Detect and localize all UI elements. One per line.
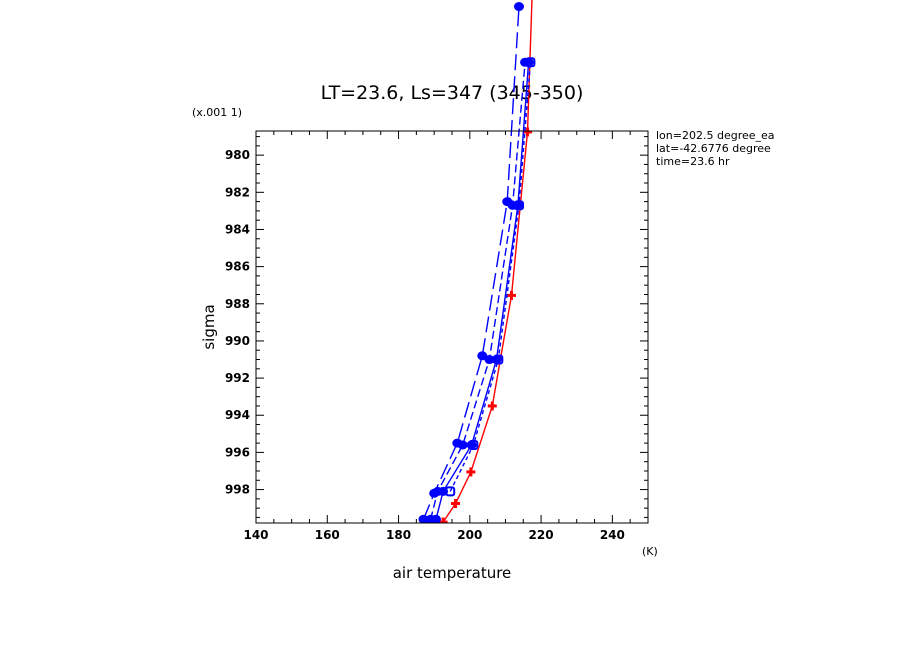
x-tick-label: 200	[457, 528, 482, 542]
plot-frame	[255, 130, 649, 524]
y-tick-label: 982	[225, 185, 250, 199]
x-unit-label: (K)	[642, 545, 658, 558]
data-point	[487, 401, 497, 411]
data-point	[468, 439, 479, 450]
y-tick-label: 980	[225, 148, 250, 162]
y-tick-label: 990	[225, 334, 250, 348]
series-line-2	[449, 62, 532, 492]
y-tick-label: 992	[225, 371, 250, 385]
info-lon: lon=202.5 degree_ea	[656, 129, 775, 142]
x-axis-label: air temperature	[393, 564, 512, 582]
x-tick-label: 220	[529, 528, 554, 542]
data-point	[429, 488, 440, 498]
series-line-4	[422, 6, 520, 520]
y-tick-label: 998	[225, 483, 250, 497]
x-tick-label: 140	[243, 528, 268, 542]
data-point	[445, 486, 456, 497]
series-line-3	[429, 62, 526, 520]
info-panel: lon=202.5 degree_ea lat=-42.6776 degree …	[656, 129, 775, 168]
info-lat: lat=-42.6776 degree	[656, 142, 771, 155]
data-point	[520, 57, 531, 67]
data-point	[418, 514, 429, 523]
data-point	[452, 438, 463, 448]
x-tick-label: 160	[315, 528, 340, 542]
y-tick-label: 986	[225, 260, 250, 274]
series-layer	[418, 0, 536, 523]
data-point	[523, 127, 533, 137]
chart-title: LT=23.6, Ls=347 (345-350)	[321, 82, 584, 104]
y-tick-label: 984	[225, 222, 250, 236]
data-point	[451, 498, 461, 508]
y-axis-label: sigma	[200, 304, 218, 349]
data-point	[438, 517, 448, 523]
data-point	[466, 467, 476, 477]
y-tick-label: 994	[225, 408, 250, 422]
series-line-1	[435, 62, 530, 520]
info-time: time=23.6 hr	[656, 155, 730, 168]
axes: 140 160 180 200 220 240 980 982 984 986 988 990 992 9…	[225, 131, 649, 542]
y-tick-label: 988	[225, 297, 250, 311]
data-point	[477, 351, 488, 361]
x-tick-label: 180	[386, 528, 411, 542]
data-point	[507, 290, 517, 300]
data-point	[513, 2, 524, 12]
y-tick-label: 996	[225, 445, 250, 459]
data-point	[502, 197, 513, 207]
x-tick-label: 240	[600, 528, 625, 542]
y-scale-note: (x.001 1)	[192, 106, 242, 119]
